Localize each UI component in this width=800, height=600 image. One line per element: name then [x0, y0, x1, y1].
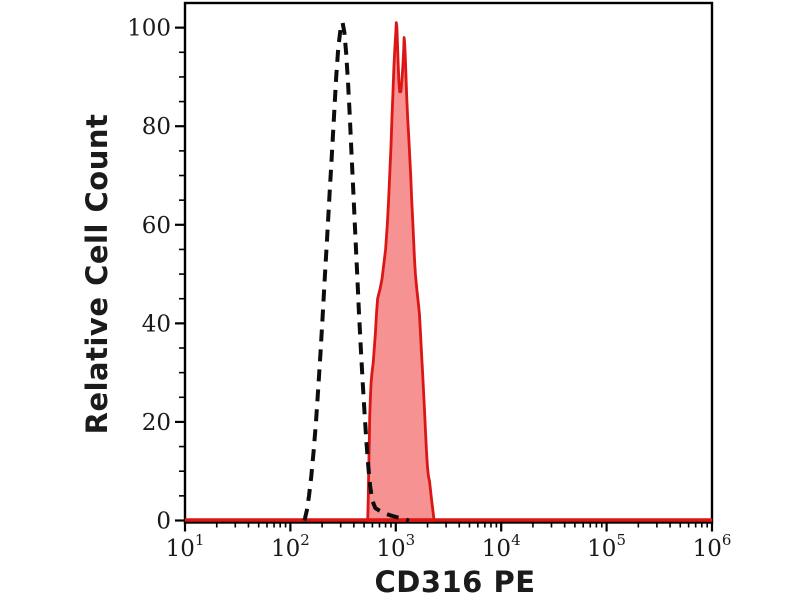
isotype-control-curve [302, 20, 410, 523]
plot-border [183, 1, 714, 524]
y-axis-tick-label: 20 [142, 410, 171, 436]
y-axis-title: Relative Cell Count [80, 113, 114, 435]
x-axis-tick-label: 103 [376, 531, 415, 562]
x-axis-tick-label: 101 [166, 531, 205, 562]
x-axis-tick-label: 106 [693, 531, 732, 562]
y-axis-tick-label: 80 [142, 114, 171, 140]
x-axis-tick-label: 102 [271, 531, 310, 562]
y-axis-tick-label: 0 [156, 509, 171, 535]
x-axis-tick-label: 105 [587, 531, 626, 562]
y-axis-tick-label: 40 [142, 311, 171, 337]
x-axis-tick-label: 104 [482, 531, 521, 562]
y-axis-tick-label: 60 [142, 213, 171, 239]
y-axis-tick-label: 100 [127, 16, 171, 42]
stained-sample-area [366, 21, 436, 522]
x-axis-title: CD316 PE [374, 565, 536, 599]
